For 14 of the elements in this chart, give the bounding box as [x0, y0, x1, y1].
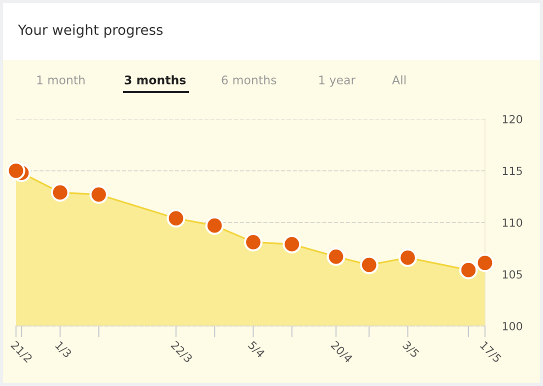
- text: 6 months: [222, 75, 276, 84]
- text: 3 months: [124, 75, 186, 84]
- y-tick-label: 105: [502, 270, 522, 279]
- x-tick-label: 3/5: [402, 340, 420, 359]
- y-tick-label: 115: [502, 166, 522, 176]
- y-tick-label: 120: [502, 114, 522, 124]
- x-tick-label: 5/4: [247, 340, 266, 359]
- y-tick-label: 100: [502, 322, 522, 330]
- x-tick-label: 1/3: [54, 340, 72, 359]
- text: 1 month: [37, 75, 85, 84]
- text: 1 year: [319, 76, 356, 87]
- chart-title: Your weight progress: [18, 24, 163, 38]
- text: All: [392, 75, 406, 84]
- y-tick-label: 110: [502, 218, 522, 227]
